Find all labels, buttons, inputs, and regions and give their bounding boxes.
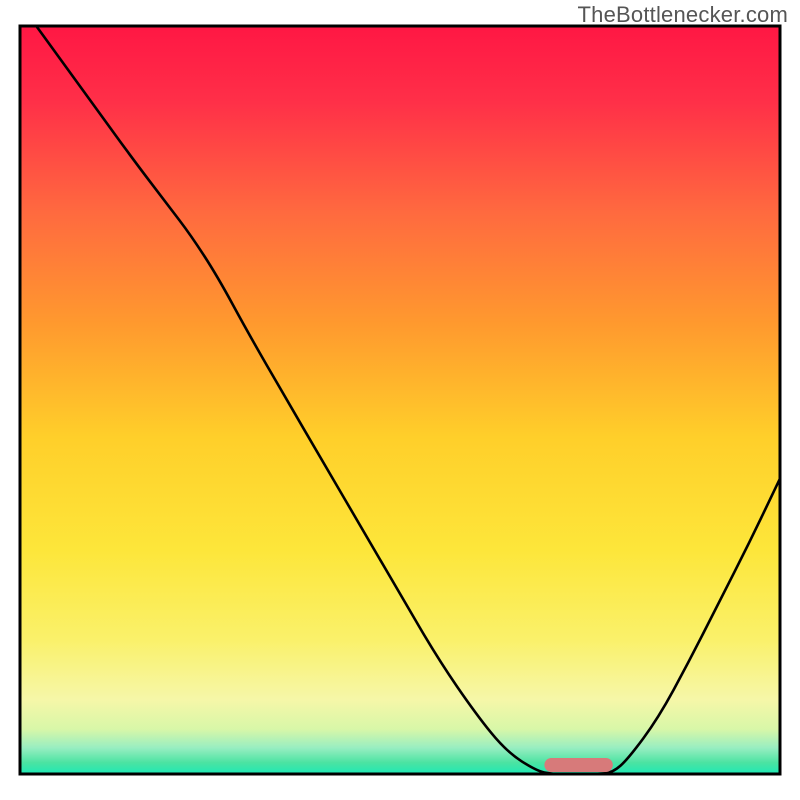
chart-container: TheBottlenecker.com [0, 0, 800, 800]
minimum-marker [544, 758, 612, 772]
watermark-text: TheBottlenecker.com [578, 2, 788, 28]
bottleneck-chart [0, 0, 800, 800]
chart-background-gradient [20, 26, 780, 774]
